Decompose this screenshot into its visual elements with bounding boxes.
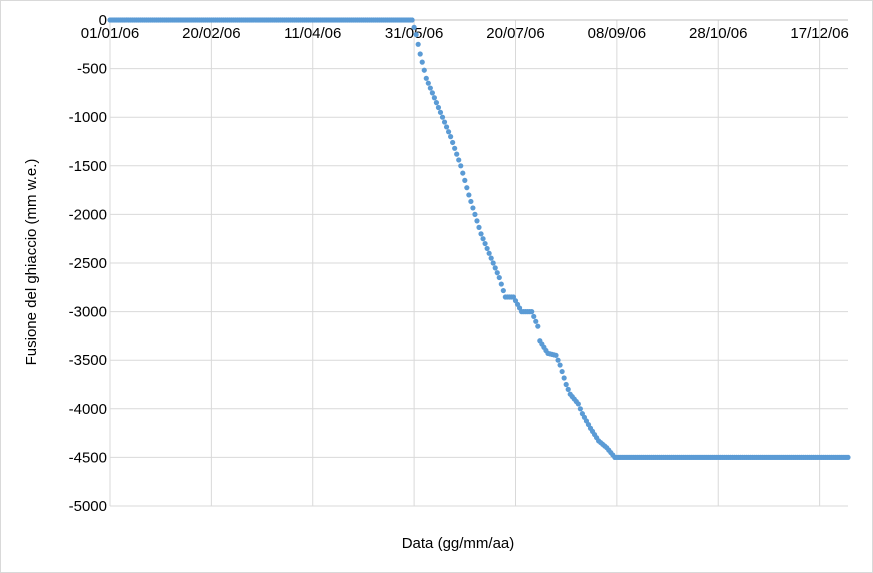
data-point xyxy=(498,281,504,287)
y-tick-labels: 0 -500 -1000 -1500 -2000 -2500 -3000 -3500 -4000… xyxy=(69,12,107,515)
data-point xyxy=(470,205,476,211)
data-point xyxy=(484,245,490,252)
y-tick-label: -3000 xyxy=(69,304,107,321)
data-point xyxy=(419,59,425,65)
data-point xyxy=(456,157,462,163)
y-tick-label: -2500 xyxy=(69,255,107,272)
data-point xyxy=(413,31,419,38)
data-point xyxy=(425,80,431,86)
x-tick-labels: 01/01/0620/02/0611/04/0631/05/0620/07/06… xyxy=(81,25,849,42)
y-tick-label: -1000 xyxy=(69,109,107,126)
data-point xyxy=(423,75,429,81)
data-point xyxy=(500,287,506,294)
data-point xyxy=(476,224,482,230)
y-tick-label: -500 xyxy=(77,61,107,78)
data-point xyxy=(427,85,433,91)
data-point xyxy=(474,218,480,224)
x-tick-label: 28/10/06 xyxy=(689,25,747,42)
x-tick-label: 17/12/06 xyxy=(790,25,848,42)
y-tick-label: -4000 xyxy=(69,401,107,418)
x-tick-label: 11/04/06 xyxy=(284,25,341,42)
data-point xyxy=(454,151,460,157)
data-point xyxy=(468,198,474,205)
data-point xyxy=(433,100,440,106)
data-point xyxy=(529,309,535,315)
data-point xyxy=(490,260,496,266)
data-point xyxy=(496,274,502,281)
data-point xyxy=(417,51,423,57)
data-point xyxy=(466,192,472,198)
y-tick-label: 0 xyxy=(99,12,107,29)
data-point xyxy=(448,134,454,140)
data-point xyxy=(429,90,435,96)
gridlines xyxy=(109,19,848,507)
data-point xyxy=(443,124,450,130)
data-point xyxy=(437,109,444,115)
x-tick-label: 01/01/06 xyxy=(81,25,139,42)
data-point xyxy=(845,454,851,460)
x-axis-title: Data (gg/mm/aa) xyxy=(402,535,515,552)
data-point xyxy=(555,357,561,363)
data-point xyxy=(452,145,458,151)
x-tick-label: 20/07/06 xyxy=(486,25,544,42)
data-point xyxy=(575,401,581,407)
data-point xyxy=(565,386,571,392)
data-point xyxy=(462,177,468,183)
data-point xyxy=(561,375,567,381)
data-point xyxy=(577,406,583,412)
y-tick-label: -1500 xyxy=(69,158,107,175)
data-point xyxy=(458,163,464,169)
data-point xyxy=(450,139,456,146)
data-point xyxy=(435,104,442,111)
data-point xyxy=(472,211,478,217)
y-axis-title: Fusione del ghiaccio (mm w.e.) xyxy=(23,159,40,366)
data-point xyxy=(488,255,494,261)
data-point xyxy=(409,17,415,23)
data-point xyxy=(559,368,565,375)
x-tick-label: 08/09/06 xyxy=(588,25,646,42)
data-point xyxy=(480,236,486,242)
data-point xyxy=(415,41,421,47)
data-point xyxy=(411,24,417,30)
y-tick-label: -4500 xyxy=(69,449,107,466)
data-point xyxy=(553,352,559,358)
data-point xyxy=(460,170,466,176)
data-point xyxy=(431,95,437,101)
data-point xyxy=(478,231,484,237)
data-point xyxy=(482,240,488,247)
data-point xyxy=(421,67,427,73)
data-point xyxy=(445,129,452,135)
data-point xyxy=(492,265,498,271)
data-point xyxy=(531,313,537,320)
y-tick-label: -5000 xyxy=(69,498,107,515)
data-point xyxy=(563,381,569,388)
y-tick-label: -2000 xyxy=(69,206,107,223)
data-point xyxy=(441,119,448,125)
data-point xyxy=(486,250,492,256)
y-tick-label: -3500 xyxy=(69,352,107,369)
data-point xyxy=(464,185,470,191)
data-point xyxy=(439,114,446,120)
data-points xyxy=(107,17,851,460)
data-point xyxy=(535,323,541,329)
data-point xyxy=(533,318,539,324)
data-point xyxy=(557,362,563,368)
x-tick-label: 20/02/06 xyxy=(182,25,240,42)
data-point xyxy=(494,270,500,276)
